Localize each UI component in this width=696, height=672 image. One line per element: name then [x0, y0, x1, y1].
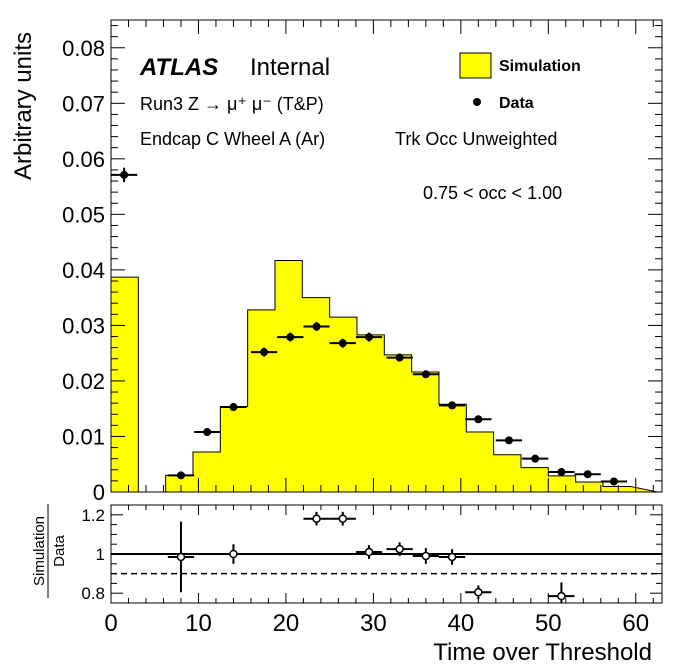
y-tick-label: 0 [93, 480, 105, 505]
main-x-axis-ticks [110, 20, 654, 492]
ratio-y-label-numerator: Simulation [31, 516, 48, 586]
atlas-label: ATLAS [139, 54, 218, 81]
ratio-panel: 0.8 1 1.2 0 10 20 30 40 50 60 Simulation Data Ti… [31, 504, 663, 666]
ratio-y-tick-label: 0.8 [81, 584, 105, 603]
y-axis-label: Arbitrary units [10, 32, 37, 180]
y-tick-label: 0.07 [62, 91, 105, 116]
data-point [504, 436, 513, 445]
ratio-point [395, 544, 404, 554]
data-point [531, 454, 540, 463]
data-point [286, 333, 295, 342]
data-point [365, 333, 374, 342]
simulation-histogram [110, 259, 658, 493]
x-tick-label: 60 [622, 610, 649, 637]
data-point [583, 470, 592, 479]
legend-simulation-label: Simulation [499, 58, 581, 75]
main-panel: 0 0.01 0.02 0.03 0.04 0.05 0.06 0.07 0.08 Arbitr… [10, 19, 663, 505]
y-tick-label: 0.05 [62, 202, 105, 227]
ratio-point [338, 514, 348, 523]
region-label: Endcap C Wheel A (Ar) [140, 129, 325, 149]
x-tick-label: 10 [185, 610, 212, 637]
x-tick-label: 50 [535, 610, 562, 637]
ratio-point [474, 587, 483, 597]
ratio-point [421, 551, 431, 561]
ratio-x-axis: 0 10 20 30 40 50 60 [104, 505, 654, 637]
data-point [120, 170, 129, 179]
legend: Simulation Data [459, 52, 581, 112]
data-point [203, 428, 212, 437]
ratio-point [447, 552, 457, 562]
main-plot-frame [110, 19, 663, 493]
ratio-point [176, 552, 186, 562]
y-tick-label: 0.04 [62, 258, 105, 283]
ratio-y-label-denominator: Data [51, 535, 68, 567]
legend-data-marker [473, 98, 481, 106]
data-point [421, 370, 430, 379]
x-tick-label: 20 [273, 610, 300, 637]
data-point [312, 322, 321, 331]
data-point [448, 401, 457, 410]
legend-data-label: Data [499, 95, 534, 112]
data-point [474, 415, 483, 424]
data-point [338, 339, 347, 348]
ratio-points [167, 511, 575, 603]
simulation-histogram-fill [110, 259, 658, 493]
y-tick-label: 0.01 [62, 424, 105, 449]
y-tick-label: 0.08 [62, 36, 105, 61]
data-point [260, 348, 269, 357]
occupancy-label: 0.75 < occ < 1.00 [423, 183, 562, 203]
x-axis-label: Time over Threshold [433, 639, 652, 666]
x-tick-label: 30 [360, 610, 387, 637]
data-point [229, 403, 238, 412]
ratio-y-tick-label: 1.2 [81, 506, 105, 525]
process-label: Run3 Z → μ⁺ μ⁻ (T&P) [140, 94, 324, 114]
data-points [111, 167, 628, 486]
y-tick-label: 0.03 [62, 313, 105, 338]
data-point [395, 353, 404, 362]
weighting-label: Trk Occ Unweighted [395, 129, 557, 149]
y-tick-label: 0.06 [62, 147, 105, 172]
main-y-axis: 0 0.01 0.02 0.03 0.04 0.05 0.06 0.07 0.08 [62, 25, 662, 505]
ratio-y-tick-label: 1 [96, 545, 105, 564]
ratio-y-axis: 0.8 1 1.2 [81, 504, 662, 604]
ratio-y-axis-label: Simulation Data [31, 504, 68, 598]
x-tick-label: 0 [104, 610, 117, 637]
x-tick-label: 40 [447, 610, 474, 637]
legend-simulation-swatch [459, 52, 492, 79]
ratio-point [312, 514, 321, 523]
internal-label: Internal [250, 54, 330, 81]
ratio-point [364, 547, 374, 557]
y-tick-label: 0.02 [62, 369, 105, 394]
ratio-point [229, 549, 238, 559]
data-point [609, 477, 618, 486]
data-point [557, 468, 566, 477]
data-point [176, 471, 185, 480]
ratio-point [557, 591, 566, 601]
